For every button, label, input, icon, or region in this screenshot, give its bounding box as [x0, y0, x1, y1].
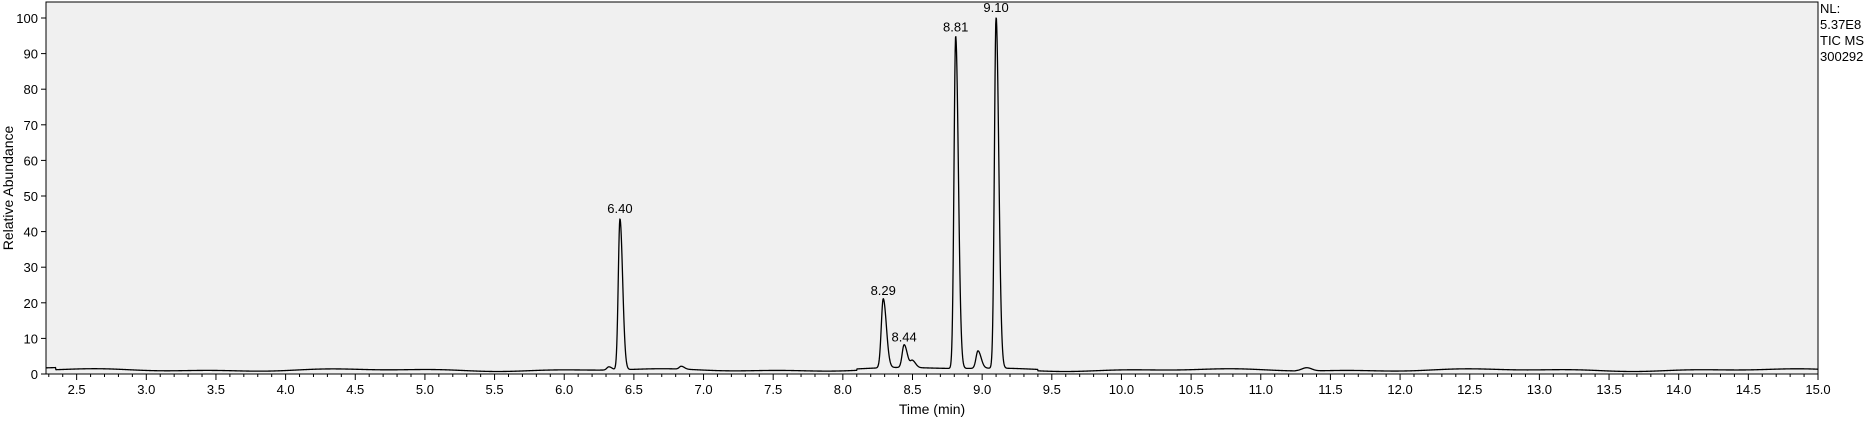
x-tick-label: 8.0 — [834, 382, 852, 397]
x-tick-label: 12.5 — [1457, 382, 1482, 397]
x-tick-label: 14.5 — [1736, 382, 1761, 397]
y-tick-label: 20 — [24, 296, 38, 311]
x-tick-label: 3.5 — [207, 382, 225, 397]
x-tick-label: 11.5 — [1318, 382, 1342, 397]
peak-labels: 6.40 8.29 8.44 8.81 9.10 — [607, 0, 1008, 344]
x-tick-label: 13.5 — [1596, 382, 1621, 397]
y-tick-label: 80 — [24, 82, 38, 97]
y-axis-ticks: 0 10 20 30 40 50 60 70 80 90 100 — [16, 11, 46, 382]
peak-label: 8.29 — [871, 283, 896, 298]
x-tick-label: 9.0 — [973, 382, 991, 397]
y-tick-label: 50 — [24, 189, 38, 204]
x-tick-label: 5.5 — [486, 382, 504, 397]
x-tick-label: 6.0 — [555, 382, 573, 397]
x-minor-ticks — [48, 374, 1805, 377]
x-tick-label: 12.0 — [1387, 382, 1412, 397]
x-axis-ticks: 2.5 3.0 3.5 4.0 4.5 5.0 5.5 6.0 6.5 7.0 7.5 8.0 8.5 9… — [68, 374, 1831, 397]
y-tick-label: 0 — [31, 367, 38, 382]
y-tick-label: 100 — [16, 11, 38, 26]
trace-type: TIC MS — [1820, 33, 1865, 48]
x-tick-label: 11.0 — [1249, 382, 1273, 397]
tic-trace-line — [45, 17, 1819, 373]
x-tick-label: 13.0 — [1527, 382, 1552, 397]
x-tick-label: 7.0 — [694, 382, 712, 397]
y-tick-label: 90 — [24, 47, 38, 62]
x-axis-label: Time (min) — [899, 401, 965, 417]
x-tick-label: 8.5 — [903, 382, 921, 397]
x-tick-label: 7.5 — [764, 382, 782, 397]
peak-label: 6.40 — [607, 201, 632, 216]
y-axis-label: Relative Abundance — [0, 126, 16, 251]
x-tick-label: 15.0 — [1805, 382, 1830, 397]
x-tick-label: 5.0 — [416, 382, 434, 397]
peak-label: 8.44 — [891, 329, 916, 344]
plot-area — [45, 1, 1819, 375]
nl-value: 5.37E8 — [1820, 17, 1862, 32]
x-tick-label: 10.0 — [1109, 382, 1134, 397]
y-tick-label: 70 — [24, 118, 38, 133]
x-tick-label: 3.0 — [137, 382, 155, 397]
x-tick-label: 4.5 — [346, 382, 364, 397]
sample-id: 300292 — [1820, 49, 1864, 64]
x-tick-label: 9.5 — [1043, 382, 1061, 397]
nl-label: NL: — [1820, 1, 1841, 16]
x-tick-label: 14.0 — [1666, 382, 1691, 397]
peak-label: 9.10 — [983, 0, 1008, 15]
trace-info-panel: NL: 5.37E8 TIC MS 300292 — [1820, 1, 1864, 65]
x-tick-label: 6.5 — [625, 382, 643, 397]
y-tick-label: 40 — [24, 225, 38, 240]
x-tick-label: 2.5 — [68, 382, 86, 397]
x-tick-label: 10.5 — [1178, 382, 1203, 397]
x-tick-label: 4.0 — [277, 382, 295, 397]
peak-label: 8.81 — [943, 20, 968, 35]
y-tick-label: 10 — [24, 331, 38, 346]
y-tick-label: 30 — [24, 260, 38, 275]
y-tick-label: 60 — [24, 153, 38, 168]
